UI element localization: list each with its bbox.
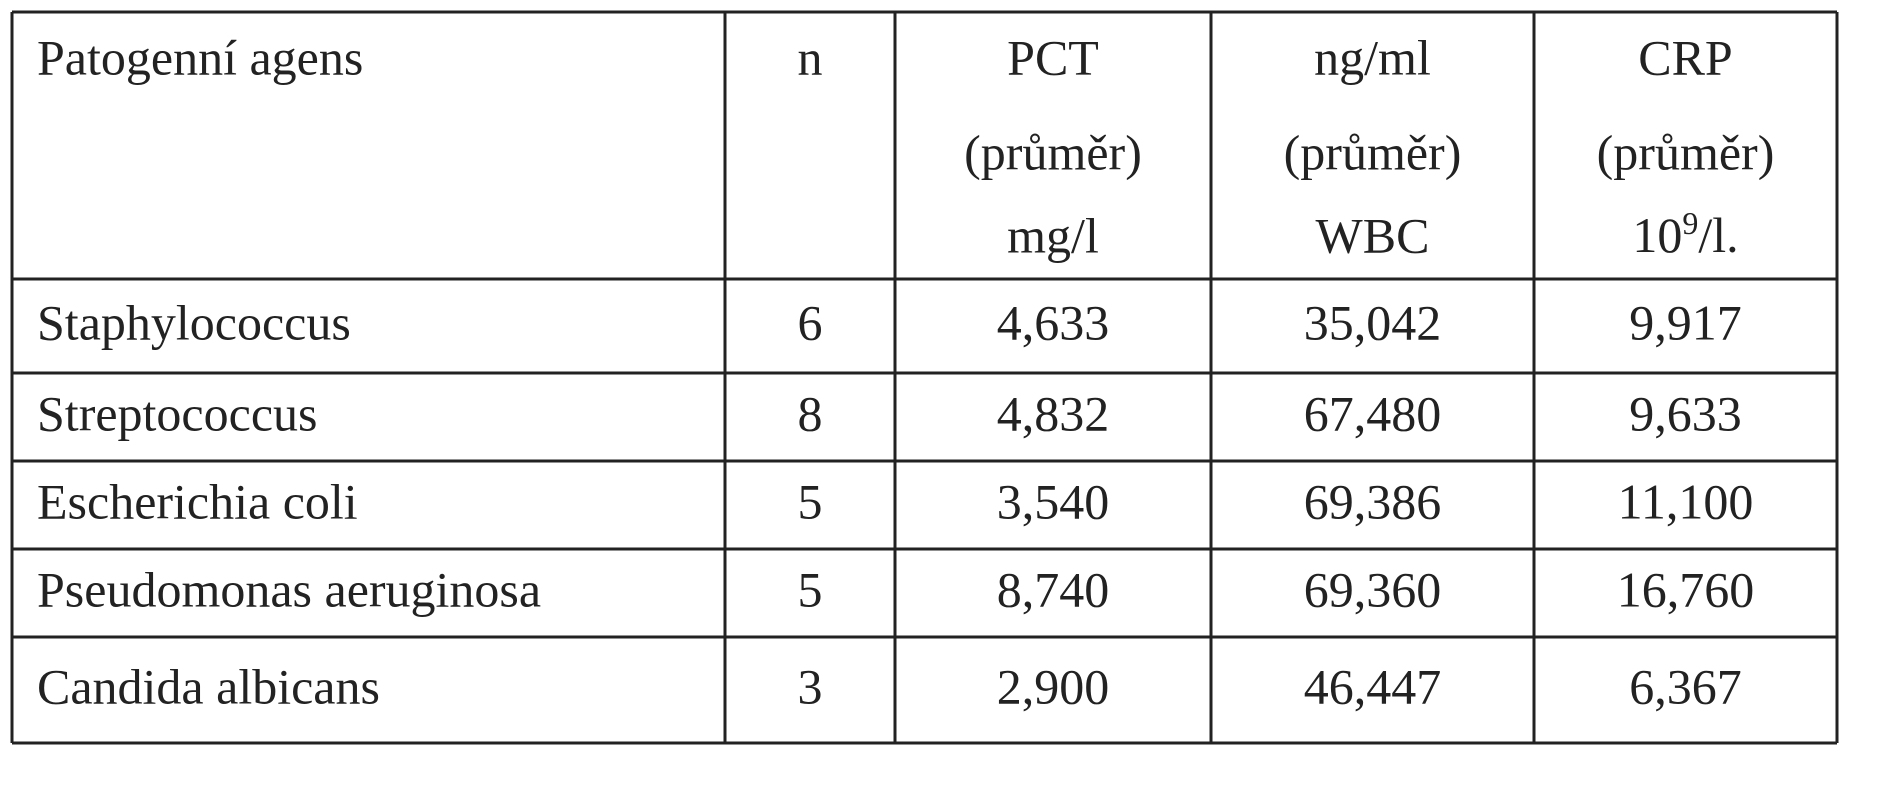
cell-value: 9,917	[1629, 294, 1742, 350]
row-label: Streptococcus	[37, 385, 317, 441]
cell-value: 4,633	[997, 294, 1110, 350]
cell-value: 6,367	[1629, 658, 1742, 714]
cell-value: 5	[798, 561, 823, 617]
cell-value: 69,386	[1304, 473, 1442, 529]
header-text: mg/l	[1007, 207, 1099, 263]
unit-tail: /l.	[1698, 207, 1738, 263]
header-text: WBC	[1316, 207, 1430, 263]
header-unit: 109/l.	[1632, 205, 1738, 263]
header-text: ng/ml	[1314, 29, 1431, 85]
cell-value: 4,832	[997, 385, 1110, 441]
unit-sup: 9	[1682, 205, 1698, 241]
cell-value: 69,360	[1304, 561, 1442, 617]
cell-value: 5	[798, 473, 823, 529]
cell-value: 67,480	[1304, 385, 1442, 441]
cell-value: 6	[798, 294, 823, 350]
cell-value: 46,447	[1304, 658, 1442, 714]
row-label: Staphylococcus	[37, 294, 351, 350]
cell-value: 3,540	[997, 473, 1110, 529]
row-label: Escherichia coli	[37, 473, 358, 529]
header-text: Patogenní agens	[37, 29, 363, 85]
header-text: (průměr)	[1284, 124, 1462, 180]
cell-value: 35,042	[1304, 294, 1442, 350]
header-text: (průměr)	[964, 124, 1142, 180]
unit-base: 10	[1632, 207, 1682, 263]
header-text: n	[798, 29, 823, 85]
cell-value: 11,100	[1618, 473, 1754, 529]
cell-value: 9,633	[1629, 385, 1742, 441]
cell-value: 3	[798, 658, 823, 714]
cell-value: 16,760	[1617, 561, 1755, 617]
header-text: (průměr)	[1597, 124, 1775, 180]
row-label: Pseudomonas aeruginosa	[37, 561, 541, 617]
header-text: CRP	[1638, 29, 1733, 85]
cell-value: 8,740	[997, 561, 1110, 617]
cell-value: 8	[798, 385, 823, 441]
row-label: Candida albicans	[37, 658, 380, 714]
cell-value: 2,900	[997, 658, 1110, 714]
header-text: PCT	[1007, 29, 1099, 85]
